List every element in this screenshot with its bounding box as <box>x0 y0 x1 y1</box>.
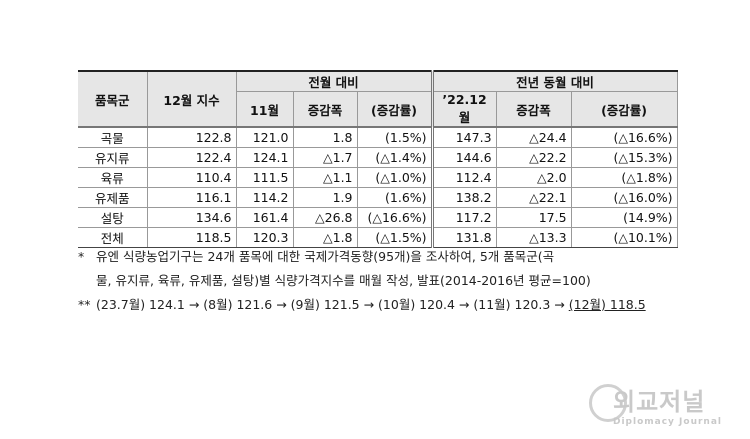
table-row: 유지류 122.4 124.1 △1.7 (△1.4%) 144.6 △22.2 (△15.3… <box>78 147 678 168</box>
note-text: 물, 유지류, 육류, 유제품, 설탕)별 식량가격지수를 매월 작성, 발표(… <box>96 273 591 288</box>
header-cell: 전년 동월 대비 <box>432 70 678 92</box>
table-cell: (14.9%) <box>571 207 678 228</box>
table-cell: △26.8 <box>293 207 358 228</box>
header-cell: 증감폭 <box>293 91 358 128</box>
table-cell: (△1.0%) <box>357 167 434 188</box>
table-cell: (△16.0%) <box>571 187 678 208</box>
table-cell: 144.6 <box>432 147 497 168</box>
table-cell: 120.3 <box>236 227 294 248</box>
table-cell: 118.5 <box>147 227 237 248</box>
table-cell: (△16.6%) <box>571 126 678 148</box>
table-cell: △2.0 <box>496 167 572 188</box>
table-cell: △1.1 <box>293 167 358 188</box>
header-cell: 12월 지수 <box>147 70 237 128</box>
table-cell: 112.4 <box>432 167 497 188</box>
table-cell: (△15.3%) <box>571 147 678 168</box>
header-cell: 증감폭 <box>496 91 572 128</box>
table-cell: 122.4 <box>147 147 237 168</box>
note-underlined: (12월) 118.5 <box>568 297 646 312</box>
note-mark: * <box>78 249 85 264</box>
table-cell: 138.2 <box>432 187 497 208</box>
watermark-subtitle: Diplomacy Journal <box>613 417 722 427</box>
header-cell: 11월 <box>236 91 294 128</box>
price-table: 품목군 12월 지수 전월 대비 전년 동월 대비 11월 증감폭 (증감률) ’22… <box>78 70 678 248</box>
header-row: 품목군 12월 지수 전월 대비 전년 동월 대비 <box>78 70 678 128</box>
table-cell: 유지류 <box>78 147 148 168</box>
table-cell: 161.4 <box>236 207 294 228</box>
table-cell: △22.2 <box>496 147 572 168</box>
table-cell: 111.5 <box>236 167 294 188</box>
table-cell: 121.0 <box>236 126 294 148</box>
table-row: 전체 118.5 120.3 △1.8 (△1.5%) 131.8 △13.3 (△10.1%… <box>78 227 678 248</box>
table-cell: △24.4 <box>496 126 572 148</box>
table-cell: △22.1 <box>496 187 572 208</box>
table-row: 유제품 116.1 114.2 1.9 (1.6%) 138.2 △22.1 (△16.0%) <box>78 187 678 208</box>
header-cell: ’22.12월 <box>432 91 497 128</box>
table-row: 곡물 122.8 121.0 1.8 (1.5%) 147.3 △24.4 (△16.6%) <box>78 126 678 148</box>
table-body: 곡물 122.8 121.0 1.8 (1.5%) 147.3 △24.4 (△16.6%) 유… <box>78 126 678 248</box>
header-cell: 품목군 <box>78 70 148 128</box>
note-text: 유엔 식량농업기구는 24개 품목에 대한 국제가격동향(95개)을 조사하여,… <box>96 249 555 264</box>
table-row: 설탕 134.6 161.4 △26.8 (△16.6%) 117.2 17.5 (14.9%… <box>78 207 678 228</box>
table-cell: (△1.5%) <box>357 227 434 248</box>
table-cell: 134.6 <box>147 207 237 228</box>
table-cell: 17.5 <box>496 207 572 228</box>
table-cell: 전체 <box>78 227 148 248</box>
table-cell: 110.4 <box>147 167 237 188</box>
note-mark: ** <box>78 297 91 312</box>
note-text: (23.7월) 124.1 → (8월) 121.6 → (9월) 121.5 … <box>96 297 565 312</box>
note: * 유엔 식량농업기구는 24개 품목에 대한 국제가격동향(95개)을 조사하여… <box>78 246 554 265</box>
table-cell: 유제품 <box>78 187 148 208</box>
table-cell: 117.2 <box>432 207 497 228</box>
table-cell: 곡물 <box>78 126 148 148</box>
table-cell: (1.5%) <box>357 126 434 148</box>
note: ** (23.7월) 124.1 → (8월) 121.6 → (9월) 121.… <box>78 294 646 313</box>
table-cell: 124.1 <box>236 147 294 168</box>
table-cell: (1.6%) <box>357 187 434 208</box>
table-cell: 114.2 <box>236 187 294 208</box>
table-cell: 육류 <box>78 167 148 188</box>
table-cell: 147.3 <box>432 126 497 148</box>
table-cell: 1.8 <box>293 126 358 148</box>
table-cell: △1.7 <box>293 147 358 168</box>
table-cell: (△1.4%) <box>357 147 434 168</box>
header-cell: (증감률) <box>571 91 678 128</box>
note: 물, 유지류, 육류, 유제품, 설탕)별 식량가격지수를 매월 작성, 발표(… <box>78 270 591 289</box>
table-cell: △1.8 <box>293 227 358 248</box>
table-cell: (△1.8%) <box>571 167 678 188</box>
watermark-title: 외교저널 <box>613 388 706 416</box>
watermark: 외교저널 Diplomacy Journal <box>613 382 722 427</box>
table-cell: 116.1 <box>147 187 237 208</box>
header-cell: 전월 대비 <box>236 70 434 92</box>
logo <box>589 384 627 422</box>
table-cell: 1.9 <box>293 187 358 208</box>
header-cell: (증감률) <box>357 91 434 128</box>
table-cell: (△10.1%) <box>571 227 678 248</box>
table-cell: 설탕 <box>78 207 148 228</box>
table-cell: (△16.6%) <box>357 207 434 228</box>
table-cell: △13.3 <box>496 227 572 248</box>
table-row: 육류 110.4 111.5 △1.1 (△1.0%) 112.4 △2.0 (△1.8%) <box>78 167 678 188</box>
table-cell: 122.8 <box>147 126 237 148</box>
table-cell: 131.8 <box>432 227 497 248</box>
